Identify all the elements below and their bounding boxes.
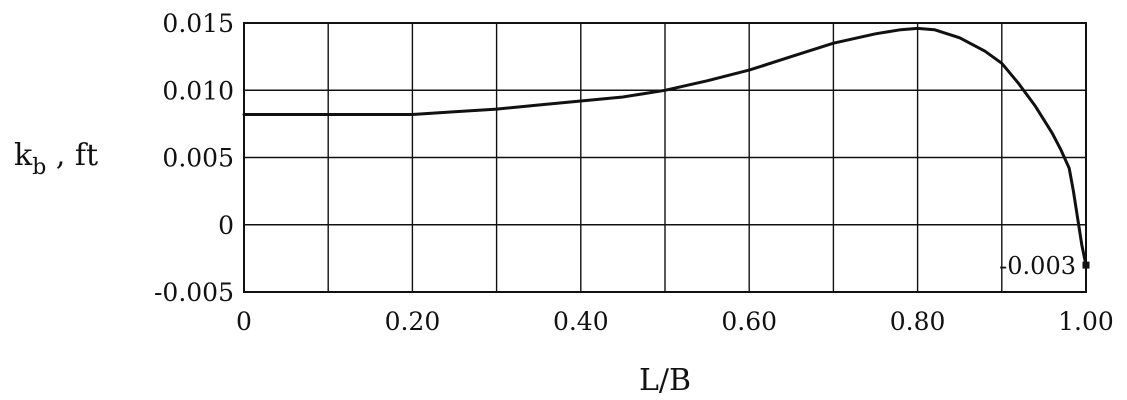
y-axis-title-suffix: , ft (46, 138, 98, 173)
y-tick-label: 0.015 (162, 9, 234, 38)
x-tick-label: 0.60 (721, 307, 777, 336)
x-tick-label: 0.40 (553, 307, 609, 336)
series-line (242, 26, 1088, 267)
y-tick-label: 0.005 (162, 144, 234, 173)
y-axis-title: kb , ft (14, 138, 98, 180)
y-axis-title-subscript: b (32, 155, 46, 180)
end-value-label: -0.003 (999, 252, 1076, 280)
x-tick-label: 0.80 (890, 307, 946, 336)
x-axis-title: L/B (639, 363, 691, 398)
x-tick-label: 0 (236, 307, 252, 336)
y-axis-title-main: k (14, 138, 33, 173)
end-point-marker (1082, 261, 1090, 269)
y-tick-label: -0.005 (154, 278, 234, 307)
plot-frame (243, 22, 1087, 293)
x-tick-label: 1.00 (1058, 307, 1114, 336)
grid-lines (244, 23, 1086, 292)
y-tick-label: 0 (218, 211, 234, 240)
y-tick-label: 0.010 (162, 76, 234, 105)
x-tick-label: 0.20 (385, 307, 441, 336)
end-point-markers (1082, 261, 1090, 269)
